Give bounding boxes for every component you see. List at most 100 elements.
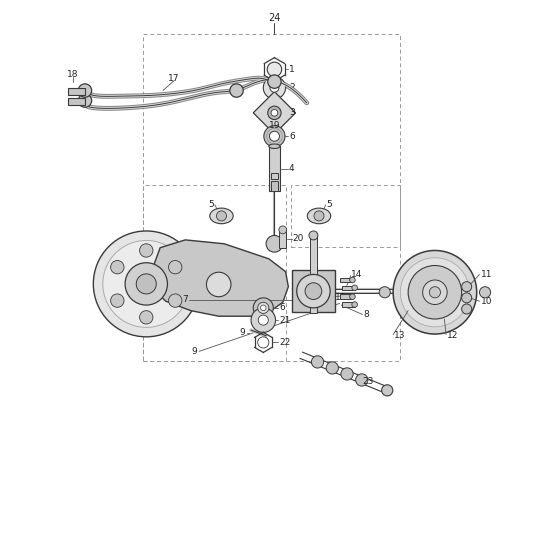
Text: 14: 14 (351, 270, 363, 279)
Bar (270, 173, 278, 179)
Text: 6: 6 (279, 304, 284, 312)
Ellipse shape (269, 144, 280, 148)
Bar (340, 295, 352, 299)
Circle shape (279, 226, 287, 234)
Text: 13: 13 (394, 331, 406, 340)
Circle shape (408, 265, 461, 319)
Circle shape (111, 294, 124, 307)
Circle shape (269, 131, 279, 141)
Circle shape (258, 337, 269, 348)
Text: 12: 12 (447, 331, 459, 340)
Text: 15: 15 (335, 293, 346, 302)
Text: 18: 18 (67, 71, 78, 80)
Circle shape (169, 260, 182, 274)
Text: 16: 16 (314, 282, 325, 291)
Circle shape (382, 385, 393, 396)
Circle shape (461, 282, 472, 292)
Bar (342, 286, 354, 290)
Circle shape (258, 315, 268, 325)
Circle shape (253, 298, 273, 318)
Circle shape (423, 280, 447, 305)
Circle shape (349, 277, 355, 283)
Circle shape (268, 106, 281, 119)
Circle shape (136, 274, 156, 294)
Circle shape (169, 294, 182, 307)
Circle shape (139, 311, 153, 324)
Circle shape (266, 235, 283, 252)
Circle shape (349, 294, 355, 300)
Text: 9: 9 (192, 347, 198, 356)
Bar (292, 270, 335, 312)
Text: 8: 8 (363, 310, 370, 319)
Circle shape (297, 274, 330, 308)
Text: 17: 17 (169, 74, 180, 83)
Bar (310, 235, 317, 314)
Circle shape (125, 263, 167, 305)
Text: 24: 24 (268, 13, 281, 23)
Text: 19: 19 (269, 120, 280, 129)
Bar (342, 302, 354, 307)
Circle shape (207, 272, 231, 297)
Circle shape (352, 302, 357, 307)
Circle shape (341, 368, 353, 380)
Circle shape (400, 258, 469, 327)
Bar (340, 278, 352, 282)
Polygon shape (253, 92, 296, 134)
Text: 1: 1 (289, 65, 295, 74)
Bar (68, 88, 85, 95)
Bar (143, 34, 400, 361)
Circle shape (111, 260, 124, 274)
Text: 6: 6 (289, 132, 295, 141)
Circle shape (268, 75, 281, 88)
Text: 5: 5 (208, 200, 214, 209)
Ellipse shape (307, 208, 331, 224)
Text: 21: 21 (279, 316, 290, 325)
Circle shape (258, 302, 269, 314)
Circle shape (309, 231, 318, 240)
Bar (291, 185, 400, 246)
Text: 9: 9 (240, 328, 245, 338)
Bar (279, 230, 286, 248)
Text: 2: 2 (289, 83, 295, 92)
Text: 20: 20 (292, 234, 304, 243)
Text: 23: 23 (362, 377, 374, 386)
Circle shape (352, 285, 357, 291)
Circle shape (260, 305, 266, 311)
Text: 7: 7 (183, 295, 188, 304)
Circle shape (305, 283, 322, 300)
Circle shape (430, 287, 441, 298)
Circle shape (311, 356, 324, 368)
Circle shape (271, 110, 278, 116)
Circle shape (356, 374, 368, 386)
Circle shape (270, 83, 279, 92)
Ellipse shape (210, 208, 233, 224)
Circle shape (103, 240, 190, 328)
Text: 3: 3 (289, 108, 295, 118)
Text: 11: 11 (480, 270, 492, 279)
Polygon shape (151, 240, 288, 316)
Text: 22: 22 (279, 338, 290, 347)
Bar (143, 185, 286, 361)
Circle shape (393, 250, 477, 334)
Text: 10: 10 (480, 297, 492, 306)
Circle shape (230, 84, 243, 97)
Bar (270, 181, 278, 191)
Circle shape (379, 287, 390, 298)
Circle shape (94, 231, 199, 337)
Circle shape (251, 308, 276, 333)
Circle shape (78, 94, 92, 108)
Circle shape (217, 211, 226, 221)
Circle shape (263, 77, 286, 99)
Bar (269, 146, 280, 191)
Circle shape (461, 293, 472, 303)
Circle shape (264, 125, 285, 147)
Circle shape (326, 362, 338, 374)
Circle shape (314, 211, 324, 221)
Circle shape (139, 244, 153, 257)
Text: 4: 4 (289, 164, 295, 173)
Bar (68, 99, 85, 105)
Circle shape (479, 287, 491, 298)
Circle shape (267, 62, 282, 77)
Text: 5: 5 (326, 200, 332, 209)
Circle shape (78, 84, 92, 97)
